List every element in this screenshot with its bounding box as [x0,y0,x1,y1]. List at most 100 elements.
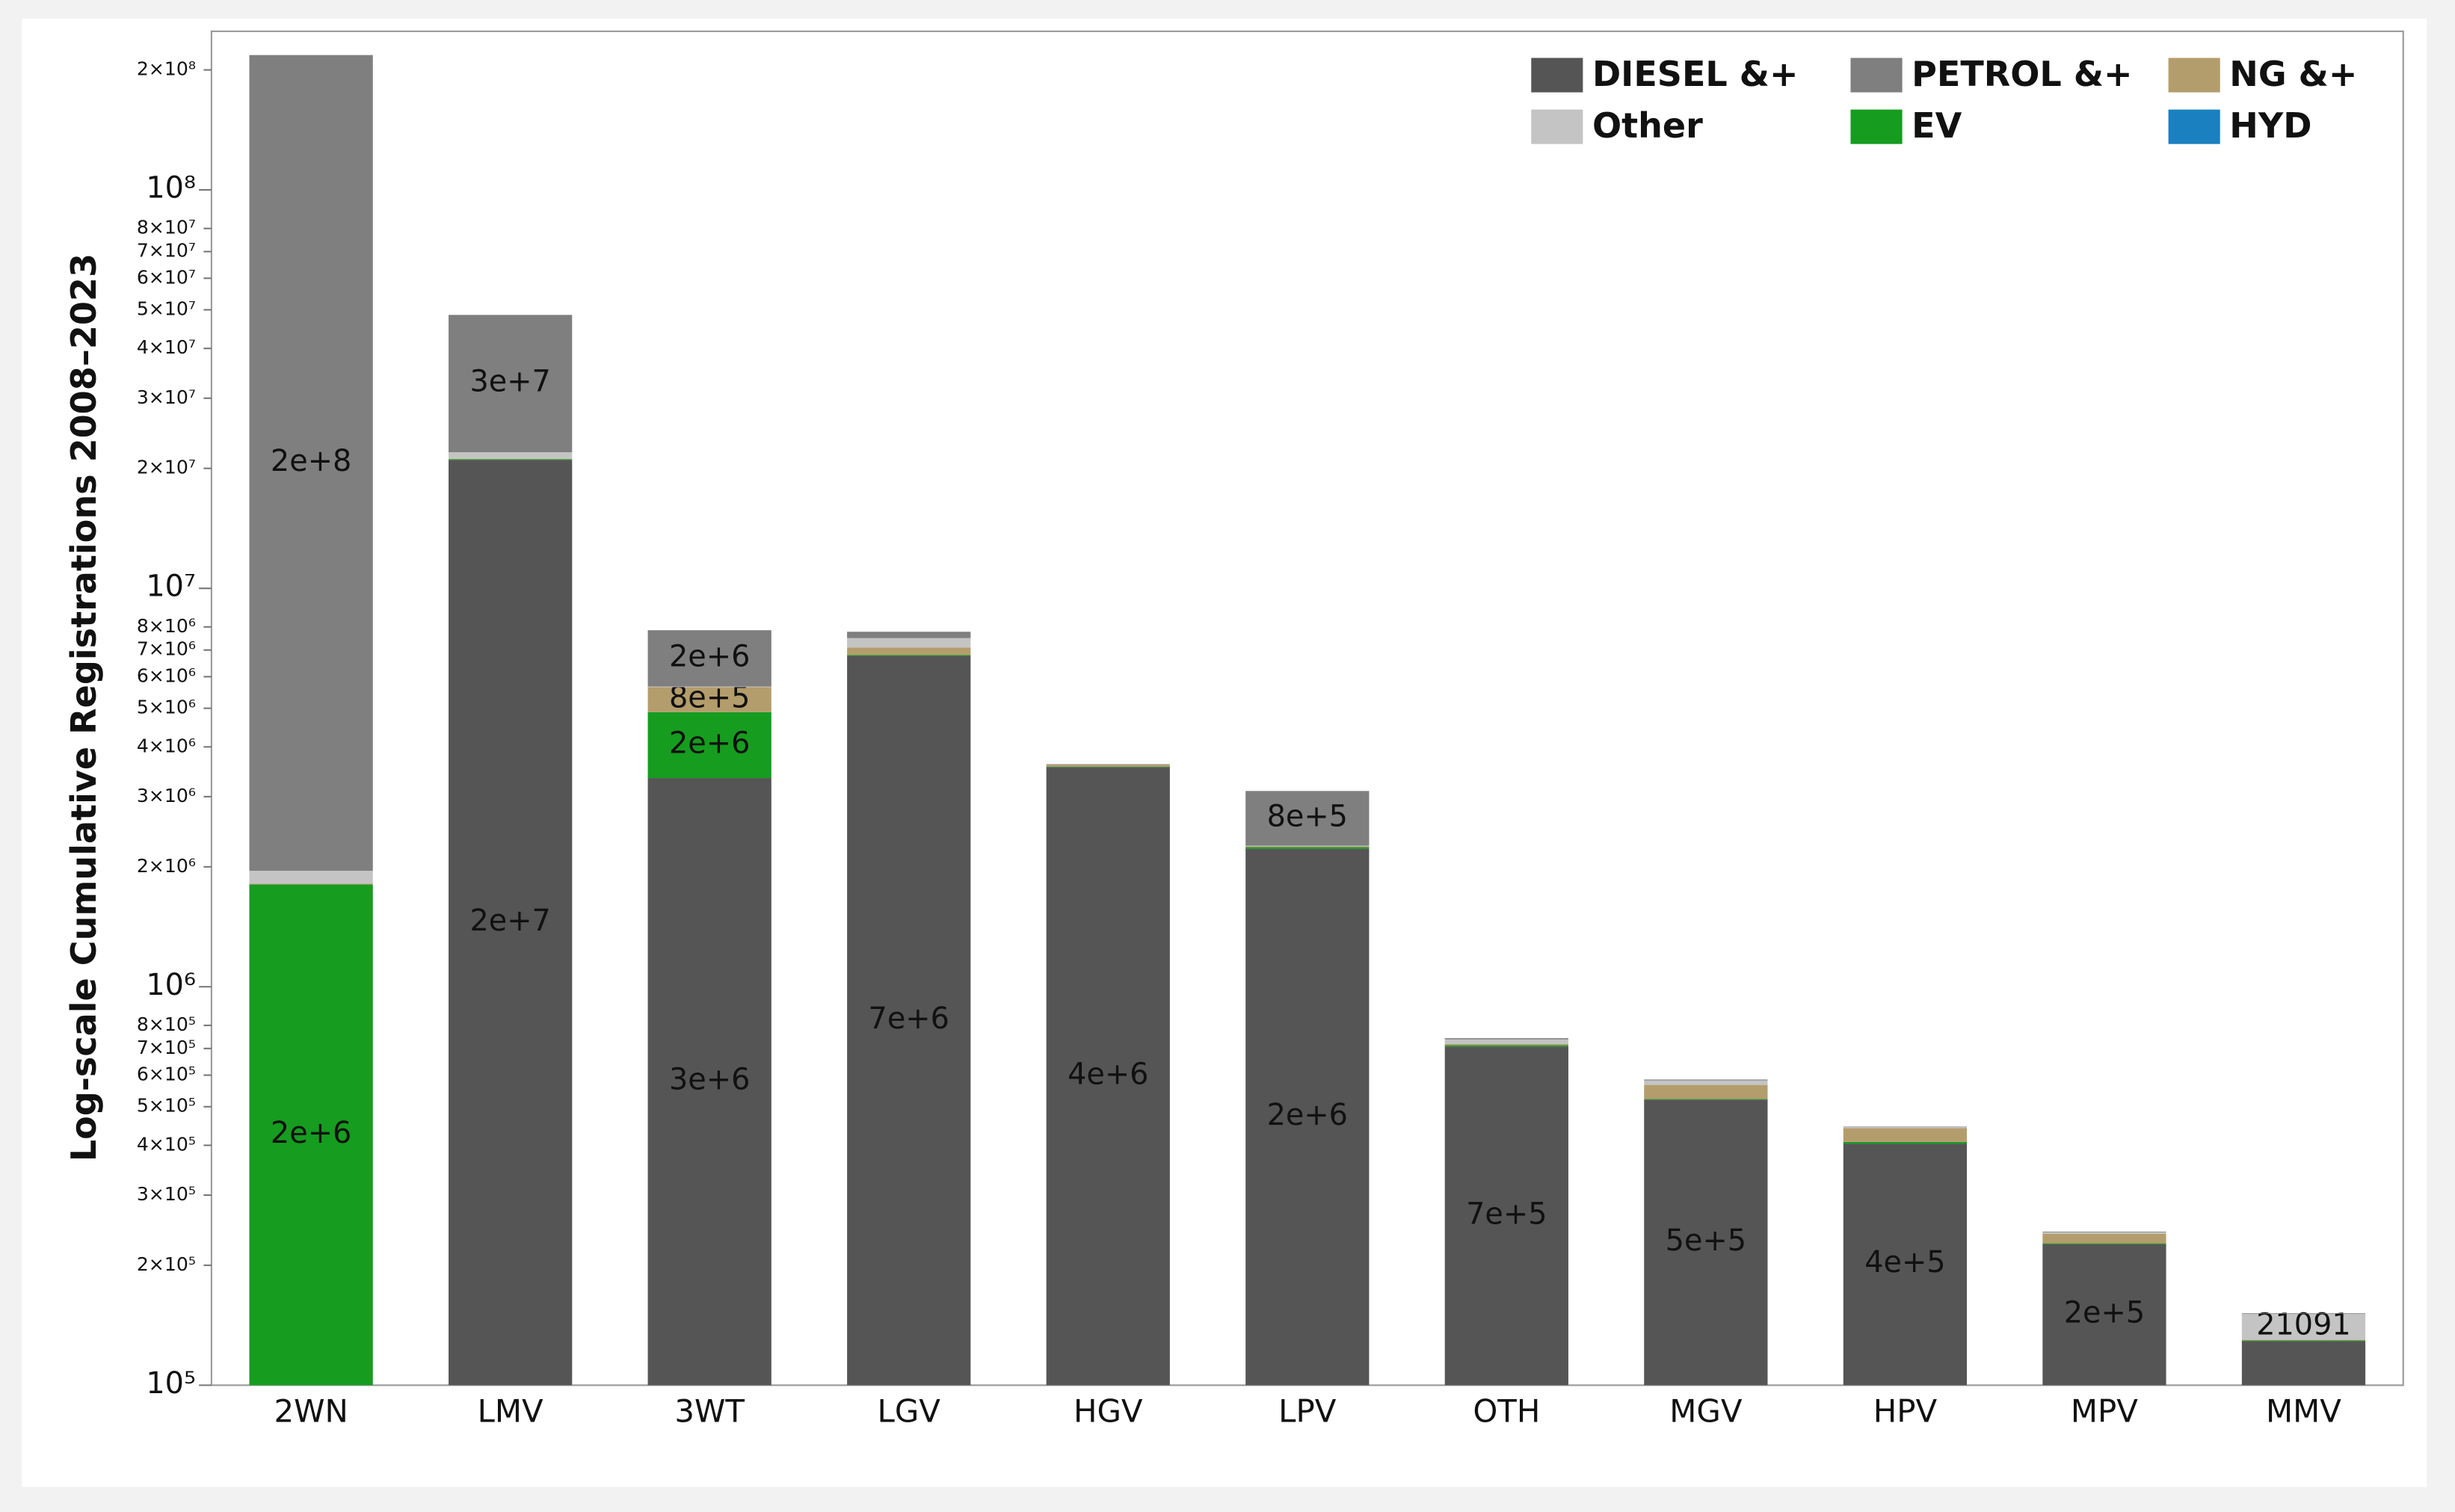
bar-segment [1644,1080,1768,1085]
bar-segment [449,460,573,1386]
y-axis-title: Log-scale Cumulative Registrations 2008–… [64,253,104,1161]
x-tick-label: 2WN [274,1393,348,1430]
y-tick-label: 7×10⁷ [137,240,196,262]
data-label: 2e+6 [669,726,750,760]
y-tick-label: 3×10⁵ [137,1183,196,1205]
y-tick-label: 6×10⁷ [137,266,196,288]
y-tick-label: 10⁷ [146,570,196,604]
bar-segment [249,55,373,871]
bar-segment [647,687,771,712]
data-label: 3e+7 [469,365,550,399]
y-tick-label: 5×10⁵ [137,1095,196,1117]
bar-segment [847,632,971,638]
bar-segment [449,452,573,459]
x-tick-label: LPV [1278,1393,1337,1430]
legend-swatch [1531,109,1583,144]
y-tick-label: 5×10⁶ [137,697,196,718]
bar-segment [1444,1046,1568,1386]
data-label: 21091 [2256,1308,2351,1342]
bar-segment [2241,1313,2366,1340]
bar-segment [1245,847,1370,849]
data-label: 4e+6 [1068,1057,1148,1091]
y-tick-label: 2×10⁶ [137,855,196,877]
legend-swatch [2168,58,2220,93]
y-tick-label: 2×10⁸ [137,58,196,80]
bar-segment [1843,1128,1968,1142]
bar-segment [847,655,971,1386]
y-tick-label: 8×10⁵ [137,1013,196,1035]
legend-swatch [1850,109,1903,144]
bar-segment [1046,765,1170,767]
bar-segment [647,686,771,688]
bar-segment [1444,1038,1568,1040]
y-tick-label: 7×10⁶ [137,638,196,660]
bar-segment [2241,1341,2366,1386]
y-tick-label: 4×10⁷ [137,336,196,358]
y-tick-label: 2×10⁷ [137,457,196,478]
bar-segment [449,315,573,453]
bar-segment [1644,1079,1768,1081]
x-tick-label: MPV [2071,1393,2138,1430]
legend-label: HYD [2229,105,2311,146]
bar-segment [1046,766,1170,768]
bar-segment [249,883,373,885]
y-tick-label: 4×10⁵ [137,1133,196,1155]
bar-segment [847,647,971,655]
legend-label: EV [1912,105,1962,146]
data-label: 8e+5 [1267,799,1348,833]
bar-segment [647,778,771,1386]
bar-segment [1245,791,1370,846]
bar-segment [1644,1099,1768,1386]
x-tick-label: LMV [478,1393,543,1430]
bar-segment [2042,1233,2166,1244]
bar-segment [2241,1339,2366,1341]
bar-segment [1046,767,1170,1386]
bar-segment [2241,1340,2366,1342]
bar-segment [647,712,771,779]
y-tick-label: 10⁸ [146,171,196,206]
legend-label: NG &+ [2229,54,2357,94]
bar-segment [1444,1045,1568,1047]
data-label: 2e+5 [2064,1295,2145,1330]
data-label: 2e+8 [271,444,351,478]
bar-segment [1245,846,1370,848]
bar-segment [847,638,971,648]
y-tick-label: 3×10⁶ [137,785,196,806]
bar-segment [647,630,771,687]
bar-segment [1843,1126,1968,1129]
bar-segment [449,459,573,460]
legend-label: Other [1592,105,1703,146]
y-tick-label: 7×10⁵ [137,1037,196,1058]
data-label: 2e+7 [469,904,550,938]
y-tick-label: 6×10⁵ [137,1064,196,1085]
y-tick-label: 8×10⁷ [137,217,196,238]
bar-segment [249,871,373,884]
bar-segment [1046,764,1170,765]
legend-swatch [2168,109,2220,144]
x-tick-label: OTH [1473,1393,1540,1430]
x-tick-label: 3WT [674,1393,745,1430]
data-label: 2e+6 [271,1116,351,1150]
y-tick-label: 2×10⁵ [137,1253,196,1275]
y-tick-label: 8×10⁶ [137,615,196,637]
x-tick-label: HGV [1074,1393,1143,1430]
bar-segment [1245,848,1370,1386]
data-label: 7e+5 [1466,1197,1547,1231]
data-label: 3e+6 [669,1063,750,1097]
y-tick-label: 3×10⁷ [137,386,196,408]
bar-segment [1245,845,1370,847]
bar-segment [449,458,573,460]
bar-segment [1644,1084,1768,1099]
bar-segment [1843,1141,1968,1144]
data-label: 7e+6 [869,1002,949,1036]
bar-segment [1843,1126,1968,1127]
data-label: 4e+5 [1864,1245,1945,1280]
x-tick-label: MMV [2266,1393,2341,1430]
y-tick-label: 4×10⁶ [137,735,196,756]
data-label: 5e+5 [1666,1224,1746,1258]
bar-segment [2241,1313,2366,1314]
bar-segment [2042,1232,2166,1234]
bar-segment [2042,1244,2166,1386]
legend-swatch [1850,58,1903,93]
data-label: 2e+6 [1267,1098,1348,1132]
